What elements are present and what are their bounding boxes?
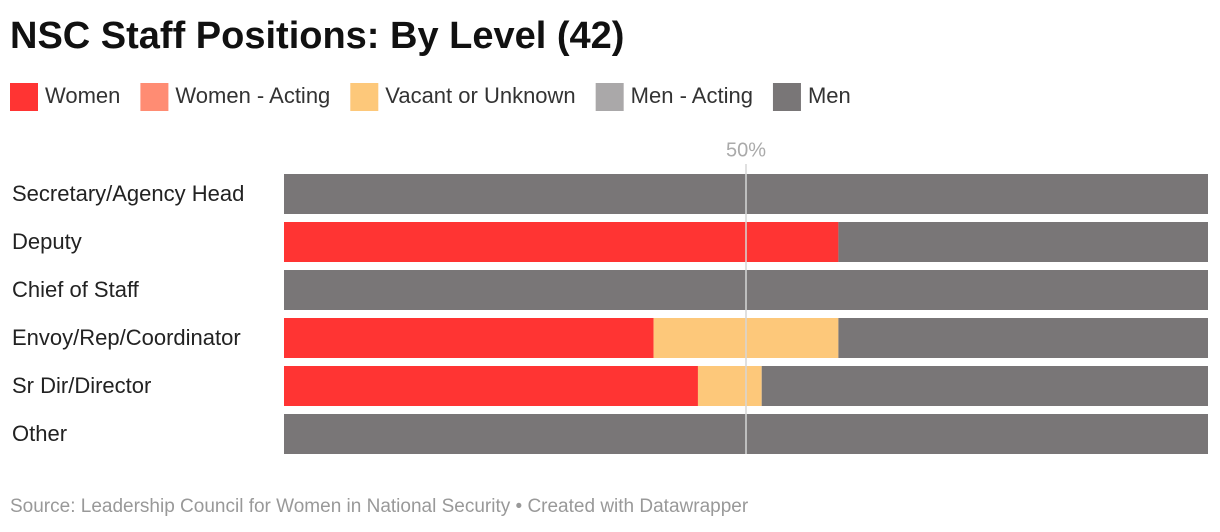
bar-segment (838, 222, 1208, 262)
legend-label: Women - Acting (175, 83, 330, 108)
source-note: Source: Leadership Council for Women in … (10, 496, 749, 517)
row-label: Other (12, 421, 67, 446)
chart-title: NSC Staff Positions: By Level (42) (10, 15, 624, 57)
legend-label: Men - Acting (631, 83, 753, 108)
bar-segment (284, 366, 698, 406)
row-label: Envoy/Rep/Coordinator (12, 325, 241, 350)
legend-swatch (595, 83, 624, 111)
row-label: Secretary/Agency Head (12, 181, 244, 206)
bar-segment (697, 366, 762, 406)
bar-segment (284, 318, 654, 358)
legend-label: Men (808, 83, 851, 108)
legend-label: Women (45, 83, 120, 108)
legend-swatch (10, 83, 38, 111)
legend-swatch (772, 83, 801, 111)
row-label: Chief of Staff (12, 277, 140, 302)
row-label: Deputy (12, 229, 82, 254)
legend-swatch (350, 83, 379, 111)
row-label: Sr Dir/Director (12, 373, 151, 398)
legend-label: Vacant or Unknown (385, 83, 575, 108)
bar-segment (838, 318, 1208, 358)
bar-segment (284, 222, 839, 262)
bar-segment (761, 366, 1208, 406)
x-tick-label: 50% (726, 139, 766, 161)
legend-swatch (140, 83, 169, 111)
